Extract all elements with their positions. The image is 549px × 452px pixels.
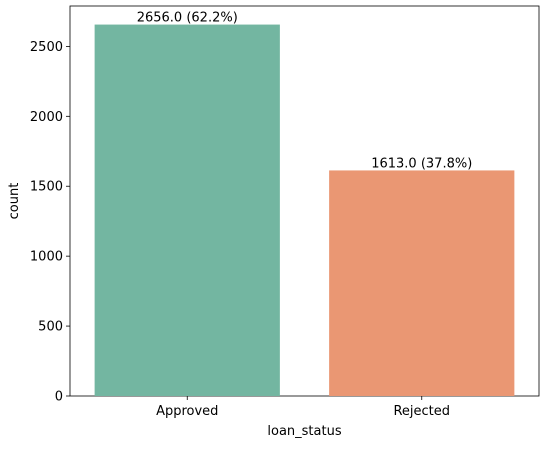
- x-tick-label: Approved: [156, 404, 218, 419]
- y-axis: 0 500 1000 1500 2000 2500: [30, 40, 70, 405]
- plot-frame: [69, 5, 540, 397]
- y-tick-label: 500: [38, 320, 63, 335]
- data-label-rejected: 1613.0 (37.8%): [371, 156, 472, 171]
- data-label-approved: 2656.0 (62.2%): [137, 11, 238, 26]
- x-axis: Approved Rejected: [156, 396, 450, 419]
- plot-area: [69, 5, 540, 397]
- y-axis-title: count: [7, 183, 22, 220]
- data-labels-group: 2656.0 (62.2%) 1613.0 (37.8%): [137, 11, 473, 172]
- bar-approved: [94, 24, 280, 396]
- y-tick-label: 1500: [30, 180, 63, 195]
- y-tick-label: 2500: [30, 40, 63, 55]
- y-tick-label: 1000: [30, 250, 63, 265]
- x-tick-label: Rejected: [393, 404, 450, 419]
- x-axis-title: loan_status: [267, 424, 341, 439]
- bar-rejected: [329, 170, 515, 396]
- y-tick-label: 0: [55, 390, 63, 405]
- y-tick-label: 2000: [30, 110, 63, 125]
- bars-group: [94, 24, 515, 396]
